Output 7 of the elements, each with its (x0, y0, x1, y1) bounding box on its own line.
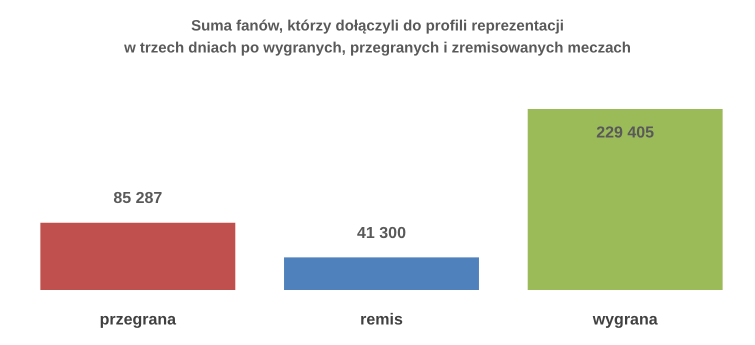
data-label: 41 300 (357, 224, 406, 242)
chart-title: Suma fanów, którzy dołączyli do profili reprezentacji w trzech dniach po wygranych, przegranych i zremisowanych meczach (123, 18, 631, 56)
data-label: 85 287 (113, 190, 162, 208)
x-tick-label: przegrana (100, 312, 176, 328)
x-tick-label: remis (360, 312, 403, 328)
data-label: 229 405 (596, 124, 654, 142)
x-tick-label: wygrana (592, 312, 658, 328)
